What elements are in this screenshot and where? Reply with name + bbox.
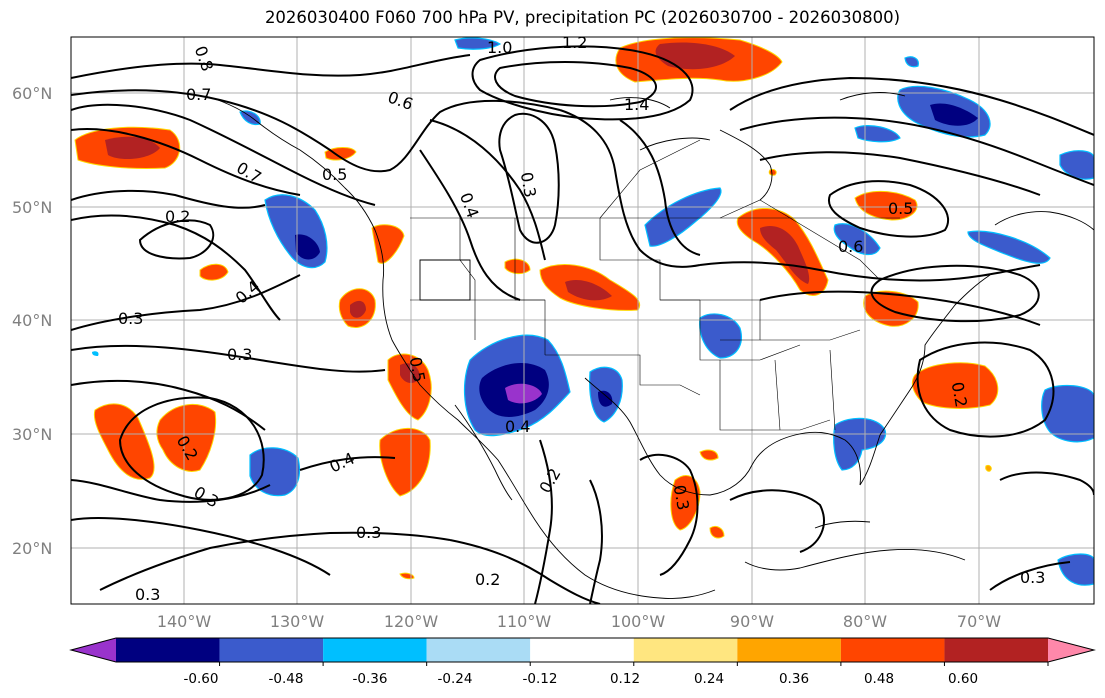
- lat-label: 20°N: [12, 539, 52, 558]
- contour-label: 0.3: [118, 309, 143, 328]
- colorbar-swatch: [944, 638, 1048, 662]
- contour-label: 0.2: [948, 380, 971, 408]
- contour-label: 0.2: [165, 207, 190, 226]
- contour-label: 1.0: [487, 38, 512, 57]
- contour-label: 0.3: [227, 345, 252, 364]
- lon-label: 120°W: [384, 612, 439, 631]
- lon-label: 90°W: [730, 612, 774, 631]
- contour-label: 0.6: [838, 237, 863, 256]
- pv-contours: [71, 45, 1094, 604]
- contour-label: 0.3: [356, 523, 381, 542]
- contour-label: 0.2: [475, 570, 500, 589]
- contour-label: 1.2: [562, 33, 587, 52]
- colorbar-tick-label: 0.24: [694, 671, 724, 687]
- colorbar-tick-labels: -0.60 -0.48 -0.36 -0.24 -0.12 0.12 0.24 …: [184, 671, 979, 687]
- colorbar-tick-label: 0.12: [610, 671, 640, 687]
- colorbar-swatch: [840, 638, 945, 662]
- contour-label: 0.3: [517, 171, 540, 199]
- latitude-labels: 60°N 50°N 40°N 30°N 20°N: [12, 84, 52, 558]
- precipitation-shading: [74, 37, 999, 580]
- colorbar-tick-label: -0.12: [523, 671, 558, 687]
- contour-label: 0.3: [670, 483, 693, 511]
- lon-label: 100°W: [611, 612, 666, 631]
- lon-label: 130°W: [270, 612, 325, 631]
- negative-precipitation-shading: [92, 37, 1094, 586]
- colorbar-swatch: [633, 638, 738, 662]
- lon-label: 110°W: [497, 612, 552, 631]
- colorbar-swatch: [737, 638, 841, 662]
- colorbar-tick-label: -0.24: [438, 671, 473, 687]
- map-area: 1.0 0.8 0.7 0.6 0.5 0.4 0.3 0.2 1.2 1.4 …: [71, 33, 1094, 604]
- lat-label: 60°N: [12, 84, 52, 103]
- colorbar-swatch: [71, 638, 116, 662]
- lon-label: 70°W: [957, 612, 1001, 631]
- colorbar-swatch: [116, 638, 220, 662]
- contour-label: 0.5: [406, 355, 429, 383]
- colorbar-tick-label: 0.60: [948, 671, 978, 687]
- colorbar-tick-label: 0.48: [864, 671, 894, 687]
- colorbar-tick-label: -0.60: [184, 671, 219, 687]
- colorbar-outline: [69, 637, 1096, 663]
- contour-label: 1.4: [624, 95, 649, 114]
- lon-label: 140°W: [157, 612, 212, 631]
- colorbar-swatch: [219, 638, 324, 662]
- contour-label: 0.4: [505, 417, 530, 436]
- colorbar-swatch: [323, 638, 427, 662]
- contour-label: 0.5: [322, 165, 347, 184]
- lat-label: 40°N: [12, 311, 52, 330]
- contour-label: 0.3: [1020, 568, 1045, 587]
- colorbar: [69, 637, 1096, 666]
- lat-label: 50°N: [12, 198, 52, 217]
- colorbar-swatch: [530, 638, 634, 662]
- colorbar-tick-label: -0.36: [353, 671, 388, 687]
- contour-label: 0.7: [186, 85, 211, 104]
- lat-label: 30°N: [12, 425, 52, 444]
- colorbar-swatch: [426, 638, 531, 662]
- colorbar-swatch: [1048, 638, 1094, 662]
- longitude-labels: 140°W 130°W 120°W 110°W 100°W 90°W 80°W …: [157, 612, 1001, 631]
- colorbar-tick-label: 0.36: [779, 671, 809, 687]
- contour-label: 0.5: [888, 199, 913, 218]
- lon-label: 80°W: [843, 612, 887, 631]
- state-borders: [410, 139, 900, 431]
- map-frame: [70, 36, 1095, 605]
- colorbar-tick-label: -0.48: [269, 671, 304, 687]
- map-title: 2026030400 F060 700 hPa PV, precipitatio…: [264, 8, 901, 27]
- contour-label: 0.3: [135, 585, 160, 604]
